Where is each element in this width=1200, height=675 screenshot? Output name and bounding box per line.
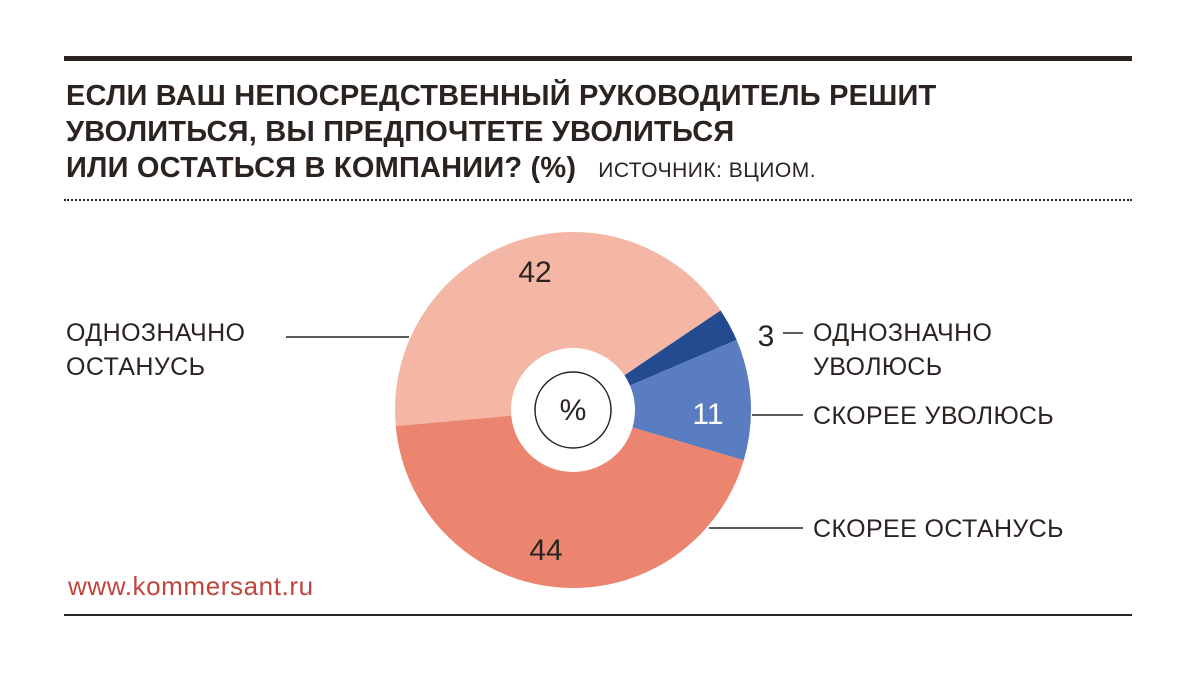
pie-slice <box>573 339 752 461</box>
donut-hole <box>511 348 635 472</box>
dotted-divider <box>64 199 1132 201</box>
title-line-1: ЕСЛИ ВАШ НЕПОСРЕДСТВЕННЫЙ РУКОВОДИТЕЛЬ Р… <box>66 80 937 112</box>
footer-url: www.kommersant.ru <box>68 571 314 601</box>
title-line-3-text: ИЛИ ОСТАТЬСЯ В КОМПАНИИ? (%) <box>66 152 577 184</box>
slice-category-label: СКОРЕЕ ОСТАНУСЬ <box>813 515 1064 543</box>
pie-slice <box>394 231 721 427</box>
slice-category-label: ОСТАНУСЬ <box>66 353 205 381</box>
slice-value-label: 44 <box>529 534 562 567</box>
chart-title: ЕСЛИ ВАШ НЕПОСРЕДСТВЕННЫЙ РУКОВОДИТЕЛЬ Р… <box>66 78 1126 189</box>
pie-slice <box>395 410 744 589</box>
source-note: ИСТОЧНИК: ВЦИОМ. <box>598 159 817 182</box>
title-line-2: УВОЛИТЬСЯ, ВЫ ПРЕДПОЧТЕТЕ УВОЛИТЬСЯ <box>66 116 735 148</box>
center-label: % <box>560 394 587 427</box>
bottom-rule <box>64 614 1132 616</box>
slice-value-label: 11 <box>692 398 723 431</box>
top-rule <box>64 56 1132 61</box>
slice-category-label: СКОРЕЕ УВОЛЮСЬ <box>813 402 1054 430</box>
title-line-3: ИЛИ ОСТАТЬСЯ В КОМПАНИИ? (%) ИСТОЧНИК: ВЦ… <box>66 150 1126 189</box>
center-badge-ring <box>534 371 612 449</box>
slice-value-label: 3 <box>758 320 775 353</box>
slice-category-label: ОДНОЗНАЧНО <box>66 319 245 347</box>
slice-category-label: УВОЛЮСЬ <box>813 353 943 381</box>
slice-category-label: ОДНОЗНАЧНО <box>813 319 992 347</box>
slice-value-label: 42 <box>518 256 551 289</box>
